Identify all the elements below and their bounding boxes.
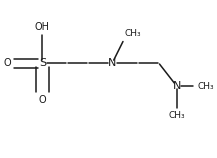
Text: O: O [3, 58, 11, 68]
Text: CH₃: CH₃ [197, 82, 214, 91]
Text: CH₃: CH₃ [125, 29, 141, 38]
Text: N: N [173, 81, 181, 91]
Text: O: O [39, 95, 46, 105]
Text: CH₃: CH₃ [168, 111, 185, 120]
Text: N: N [108, 58, 116, 68]
Text: OH: OH [35, 22, 50, 32]
Text: S: S [39, 58, 46, 68]
